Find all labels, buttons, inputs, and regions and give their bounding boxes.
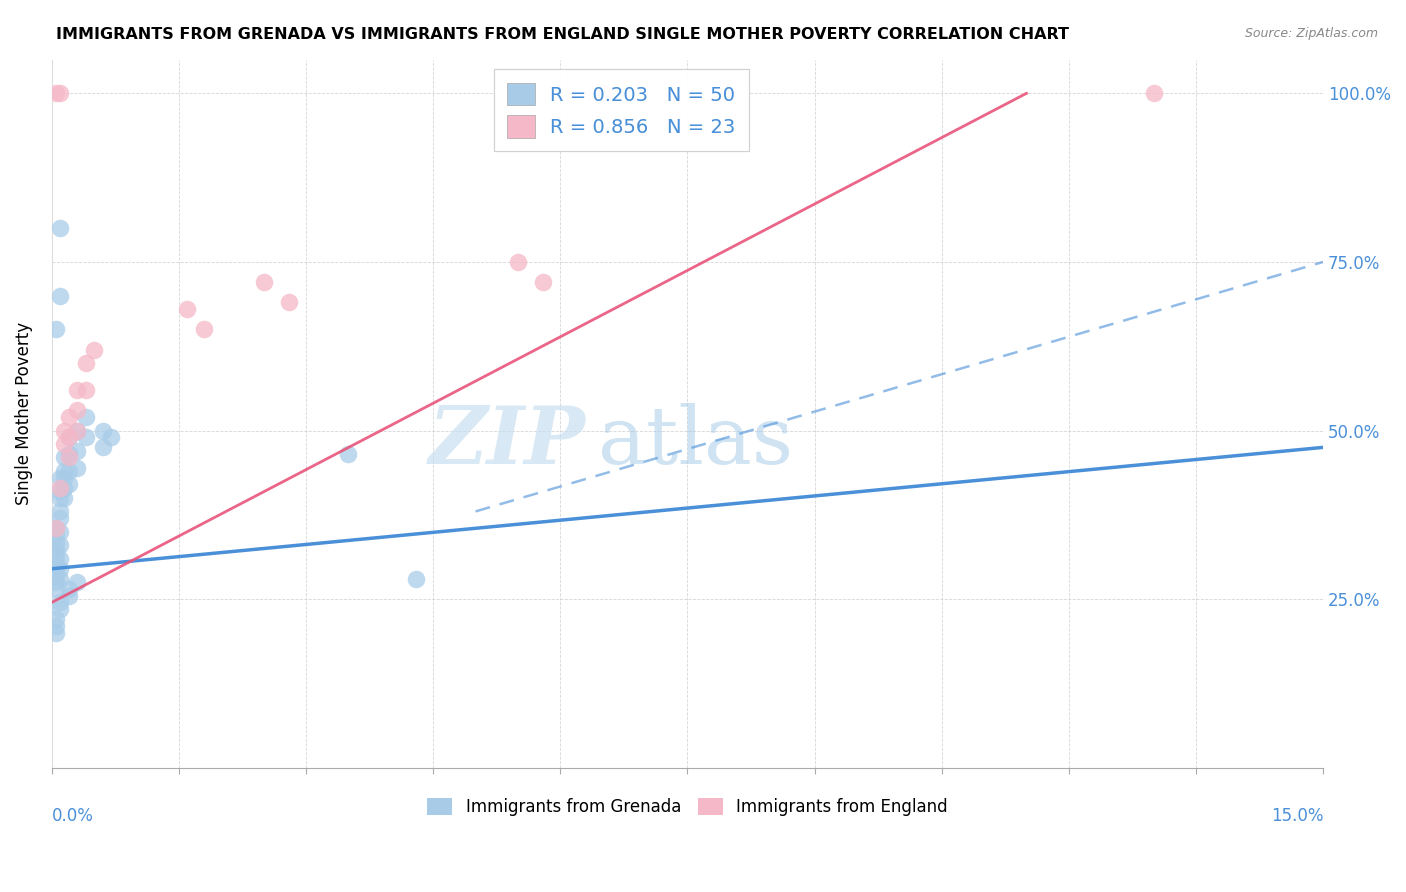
- Point: [45, 528, 67, 542]
- Text: 15.0%: 15.0%: [1271, 806, 1323, 824]
- Point: [49, 538, 72, 552]
- Point: [49, 511, 72, 525]
- Point: [100, 430, 122, 444]
- Point: [1142, 87, 1164, 101]
- Point: [58, 582, 80, 596]
- Text: 0.0%: 0.0%: [52, 806, 94, 824]
- Point: [45, 562, 67, 576]
- Point: [53, 450, 76, 465]
- Point: [45, 625, 67, 640]
- Point: [75, 383, 97, 397]
- Point: [49, 551, 72, 566]
- Point: [45, 575, 67, 590]
- Point: [75, 356, 97, 370]
- Point: [49, 524, 72, 539]
- Point: [45, 555, 67, 569]
- Point: [278, 295, 301, 310]
- Point: [66, 424, 89, 438]
- Point: [49, 471, 72, 485]
- Point: [53, 437, 76, 451]
- Text: atlas: atlas: [599, 403, 793, 481]
- Point: [45, 521, 67, 535]
- Point: [45, 87, 67, 101]
- Point: [53, 471, 76, 485]
- Point: [58, 447, 80, 461]
- Point: [91, 424, 114, 438]
- Point: [66, 443, 89, 458]
- Point: [253, 275, 276, 289]
- Point: [193, 322, 215, 336]
- Point: [58, 430, 80, 444]
- Point: [53, 464, 76, 478]
- Point: [45, 568, 67, 582]
- Point: [49, 595, 72, 609]
- Point: [58, 430, 80, 444]
- Point: [53, 491, 76, 505]
- Point: [75, 430, 97, 444]
- Point: [75, 410, 97, 425]
- Text: IMMIGRANTS FROM GRENADA VS IMMIGRANTS FROM ENGLAND SINGLE MOTHER POVERTY CORRELA: IMMIGRANTS FROM GRENADA VS IMMIGRANTS FR…: [56, 27, 1069, 42]
- Point: [49, 504, 72, 518]
- Point: [506, 255, 529, 269]
- Point: [337, 447, 360, 461]
- Point: [49, 288, 72, 302]
- Point: [66, 403, 89, 417]
- Point: [53, 424, 76, 438]
- Point: [49, 562, 72, 576]
- Point: [45, 534, 67, 549]
- Point: [58, 410, 80, 425]
- Point: [49, 491, 72, 505]
- Point: [58, 477, 80, 491]
- Point: [45, 521, 67, 535]
- Point: [49, 481, 72, 495]
- Point: [45, 322, 67, 336]
- Point: [45, 619, 67, 633]
- Point: [66, 383, 89, 397]
- Point: [58, 589, 80, 603]
- Point: [49, 484, 72, 499]
- Point: [66, 460, 89, 475]
- Point: [49, 572, 72, 586]
- Point: [49, 221, 72, 235]
- Point: [45, 549, 67, 563]
- Point: [45, 582, 67, 596]
- Point: [58, 450, 80, 465]
- Y-axis label: Single Mother Poverty: Single Mother Poverty: [15, 322, 32, 505]
- Point: [49, 602, 72, 616]
- Text: Source: ZipAtlas.com: Source: ZipAtlas.com: [1244, 27, 1378, 40]
- Point: [45, 612, 67, 626]
- Point: [45, 541, 67, 556]
- Text: ZIP: ZIP: [429, 403, 586, 481]
- Point: [405, 572, 427, 586]
- Point: [66, 575, 89, 590]
- Point: [83, 343, 105, 357]
- Point: [176, 302, 198, 317]
- Point: [531, 275, 554, 289]
- Point: [592, 87, 614, 101]
- Point: [49, 87, 72, 101]
- Point: [58, 464, 80, 478]
- Legend: R = 0.203   N = 50, R = 0.856   N = 23: R = 0.203 N = 50, R = 0.856 N = 23: [494, 70, 749, 151]
- Point: [53, 481, 76, 495]
- Point: [66, 424, 89, 438]
- Point: [91, 441, 114, 455]
